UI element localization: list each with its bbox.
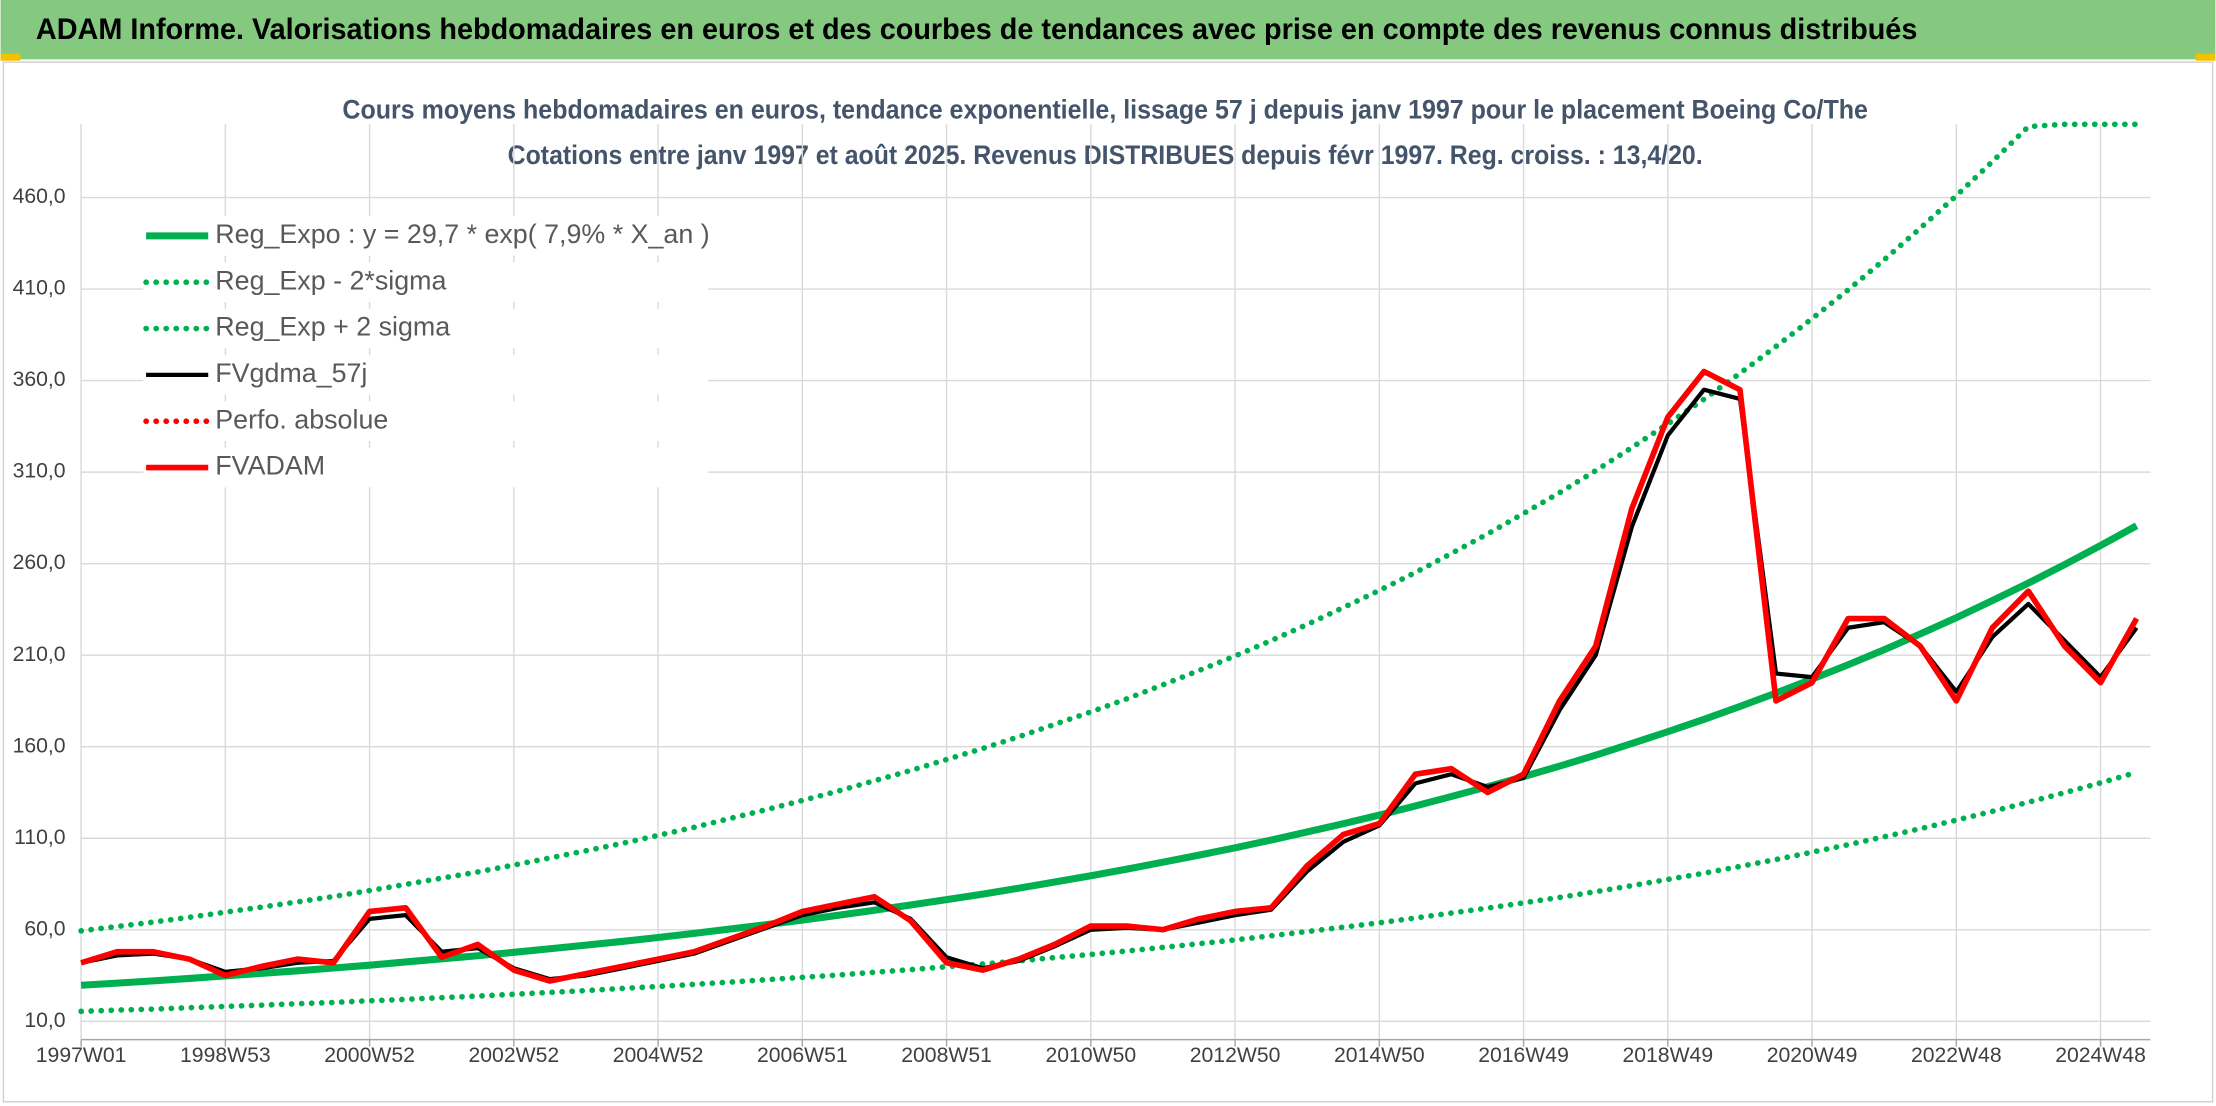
x-tick-label: 2008W51 <box>901 1044 992 1067</box>
x-tick-label: 2006W51 <box>757 1044 848 1067</box>
series-line <box>78 769 2140 1015</box>
y-tick-label: 60,0 <box>24 917 65 940</box>
y-tick-label: 160,0 <box>13 734 66 757</box>
x-tick-label: 2018W49 <box>1622 1044 1713 1067</box>
x-tick-label: 2000W52 <box>324 1044 415 1067</box>
series-line <box>80 368 2140 984</box>
x-tick-label: 2020W49 <box>1767 1044 1858 1067</box>
x-tick-label: 2024W48 <box>2055 1044 2146 1067</box>
y-tick-label: 410,0 <box>13 277 66 300</box>
series-line <box>78 121 2140 934</box>
header-bar <box>0 0 2216 60</box>
legend-label: FVADAM <box>215 451 325 481</box>
series-line <box>80 522 2139 989</box>
x-tick-label: 1998W53 <box>180 1044 271 1067</box>
header-title: ADAM Informe. Valorisations hebdomadaire… <box>36 13 1917 46</box>
y-tick-label: 360,0 <box>13 368 66 391</box>
legend-bg <box>143 216 709 256</box>
chart-subtitle: Cotations entre janv 1997 et août 2025. … <box>508 140 1703 170</box>
legend-bg <box>143 355 709 395</box>
legend-bg <box>143 401 709 441</box>
corner-mark <box>2195 53 2216 61</box>
legend-label: Perfo. absolue <box>215 404 388 434</box>
x-tick-label: 2022W48 <box>1911 1044 2002 1067</box>
y-tick-label: 10,0 <box>24 1009 65 1032</box>
chart-title: Cours moyens hebdomadaires en euros, ten… <box>342 95 1868 125</box>
y-tick-label: 210,0 <box>13 643 66 666</box>
legend-label: Reg_Exp + 2 sigma <box>215 312 450 342</box>
corner-mark <box>0 53 21 61</box>
panel-border <box>2 61 2214 1103</box>
y-tick-label: 310,0 <box>13 460 66 483</box>
x-tick-label: 2016W49 <box>1478 1044 1569 1067</box>
legend-bg <box>143 262 709 302</box>
x-tick-label: 2004W52 <box>613 1044 704 1067</box>
legend-bg <box>143 447 709 488</box>
y-tick-label: 460,0 <box>13 185 66 208</box>
x-tick-label: 2012W50 <box>1190 1044 1281 1067</box>
y-tick-label: 260,0 <box>13 551 66 574</box>
x-tick-label: 2014W50 <box>1334 1044 1425 1067</box>
x-tick-label: 2002W52 <box>469 1044 560 1067</box>
y-tick-label: 110,0 <box>14 826 65 849</box>
legend-label: Reg_Expo : y = 29,7 * exp( 7,9% * X_an ) <box>215 219 709 249</box>
legend-bg <box>143 308 709 349</box>
x-tick-label: 2010W50 <box>1046 1044 1137 1067</box>
x-tick-label: 1997W01 <box>36 1044 127 1067</box>
legend-label: FVgdma_57j <box>215 358 367 388</box>
legend-label: Reg_Exp - 2*sigma <box>215 265 446 295</box>
